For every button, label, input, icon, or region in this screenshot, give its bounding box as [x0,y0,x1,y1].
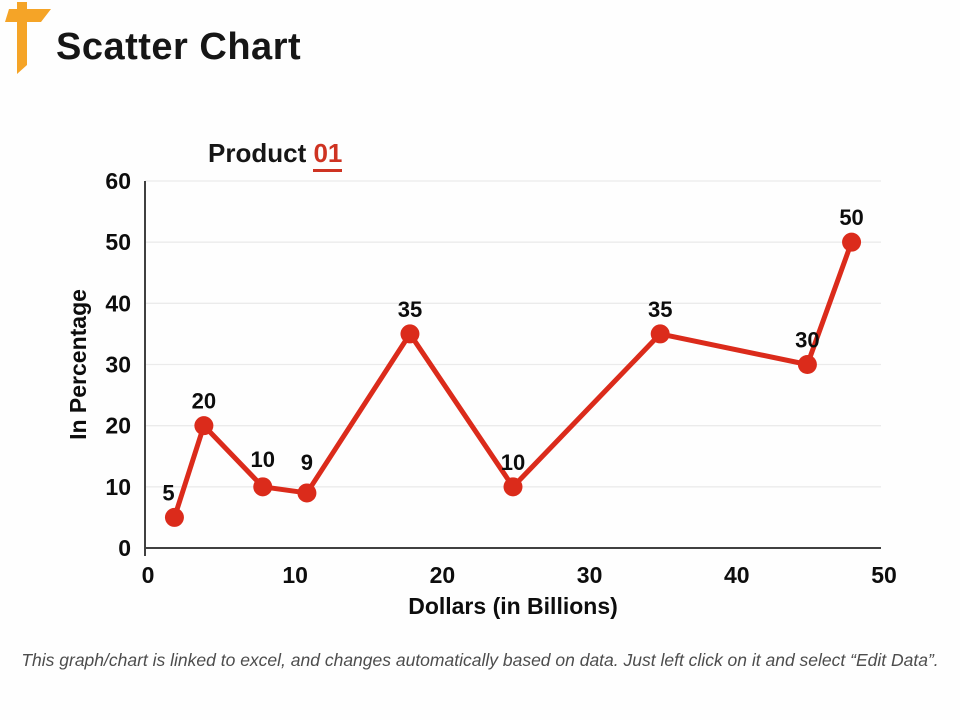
data-point-marker[interactable] [194,416,214,436]
x-tick-label: 10 [282,562,308,588]
data-point-label: 10 [501,450,525,475]
x-axis-title: Dollars (in Billions) [408,593,618,619]
data-point-marker[interactable] [253,477,273,497]
x-tick-label: 20 [430,562,456,588]
x-tick-label: 40 [724,562,750,588]
header: Scatter Chart [0,0,960,90]
x-tick-label: 50 [871,562,897,588]
y-tick-label: 30 [105,352,131,378]
footer-note: This graph/chart is linked to excel, and… [21,650,939,670]
chart-title-highlight: 01 [313,138,343,172]
data-point-label: 35 [398,297,422,322]
y-tick-label: 10 [105,474,131,500]
data-point-marker[interactable] [297,483,317,503]
data-point-label: 5 [162,480,174,505]
y-tick-label: 40 [105,290,131,316]
data-point-label: 30 [795,328,819,353]
x-tick-label: 0 [142,562,155,588]
x-tick-label: 30 [577,562,603,588]
y-tick-label: 0 [118,535,131,561]
y-tick-label: 50 [105,229,131,255]
data-point-marker[interactable] [842,232,862,252]
data-point-label: 9 [301,450,313,475]
chart-title-prefix: Product [208,138,314,168]
chart-title: Product 01 [208,138,343,172]
data-point-label: 35 [648,297,672,322]
data-point-marker[interactable] [503,477,523,497]
y-tick-label: 20 [105,413,131,439]
data-point-marker[interactable] [650,324,670,344]
y-tick-label: 60 [105,168,131,194]
data-point-marker[interactable] [164,507,184,527]
data-point-label: 50 [839,205,863,230]
data-point-marker[interactable] [400,324,420,344]
page-title: Scatter Chart [56,26,302,68]
signpost-icon [5,2,51,74]
data-point-label: 20 [192,389,216,414]
y-axis-title: In Percentage [65,289,91,440]
series-line [171,239,855,520]
data-point-marker[interactable] [797,355,817,374]
data-point-label: 10 [251,447,275,472]
